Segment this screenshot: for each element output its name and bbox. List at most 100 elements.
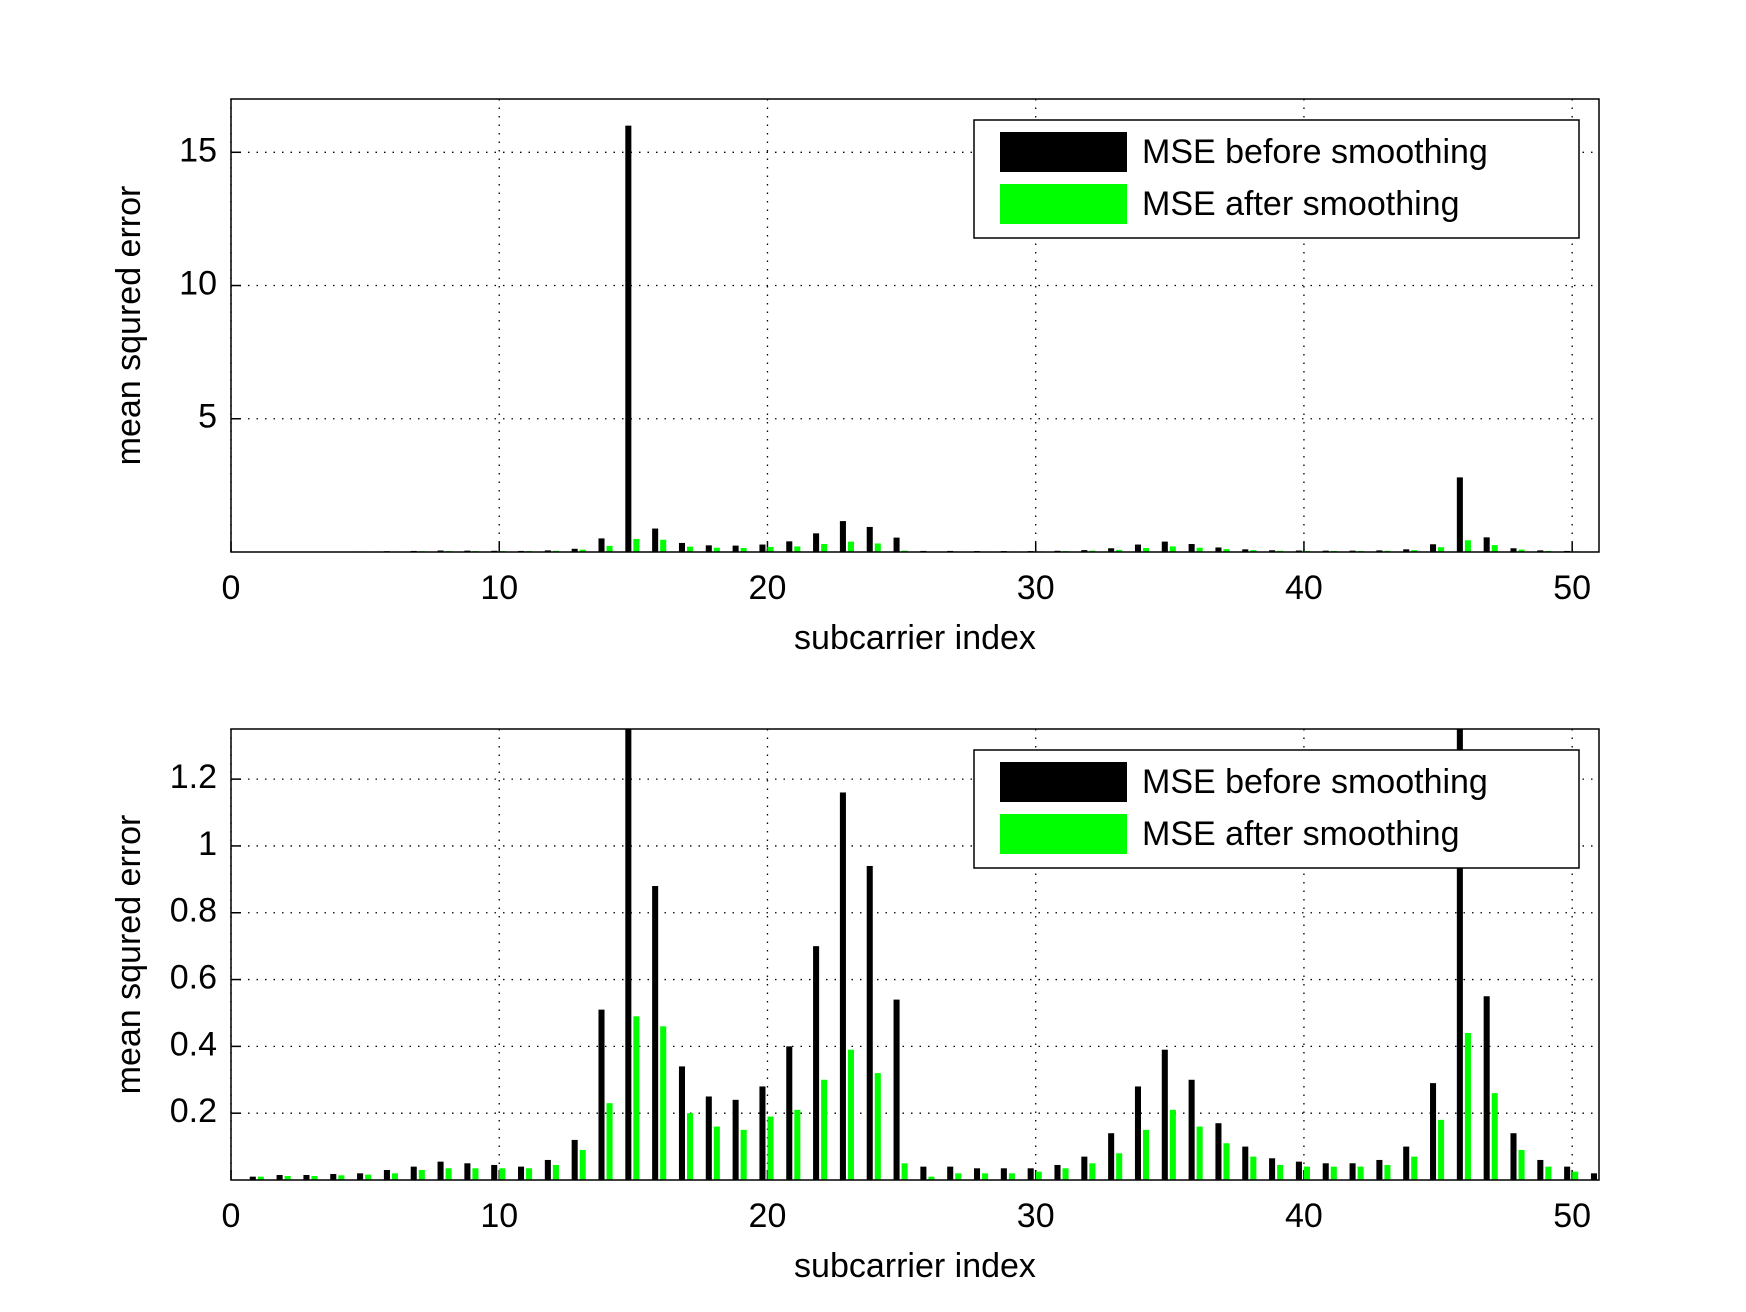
bar — [1295, 1161, 1302, 1180]
bar — [1456, 477, 1463, 552]
bar — [687, 546, 694, 552]
bar — [1384, 1164, 1391, 1180]
bar — [982, 1173, 989, 1180]
bar — [330, 1173, 337, 1180]
bar — [1572, 1171, 1579, 1180]
bar — [1161, 1049, 1168, 1180]
bar — [767, 546, 774, 552]
bar — [1143, 1129, 1150, 1180]
bar — [1169, 546, 1176, 552]
bar — [633, 1016, 640, 1180]
bar — [499, 1168, 506, 1180]
bar — [1518, 1149, 1525, 1180]
bar — [276, 1174, 283, 1180]
bar — [383, 1169, 390, 1180]
x-axis-label: subcarrier index — [794, 619, 1036, 657]
bar — [1510, 548, 1517, 552]
x-tick-label: 30 — [1017, 569, 1055, 607]
bar — [955, 1173, 962, 1180]
bar — [410, 1166, 417, 1180]
bar — [839, 521, 846, 552]
x-tick-label: 30 — [1017, 1197, 1055, 1235]
legend-swatch — [1000, 762, 1127, 802]
bar — [1376, 1159, 1383, 1180]
x-tick-label: 50 — [1553, 569, 1591, 607]
bar — [437, 1161, 444, 1180]
x-axis-label: subcarrier index — [794, 1247, 1036, 1285]
bar — [598, 1009, 605, 1180]
bar — [740, 548, 747, 552]
legend-swatch — [1000, 132, 1127, 172]
bar — [1518, 549, 1525, 552]
x-tick-label: 40 — [1285, 569, 1323, 607]
bar — [518, 1166, 525, 1180]
bar — [1215, 547, 1222, 552]
y-tick-label: 10 — [179, 265, 217, 303]
bar — [1545, 1166, 1552, 1180]
bar — [1430, 1083, 1437, 1180]
bar — [740, 1129, 747, 1180]
bar — [571, 548, 578, 552]
bar — [1000, 1168, 1007, 1180]
bar — [1008, 1173, 1015, 1180]
x-tick-label: 50 — [1553, 1197, 1591, 1235]
legend-label: MSE after smoothing — [1142, 815, 1459, 853]
bar — [625, 125, 632, 552]
y-tick-label: 1 — [198, 825, 217, 863]
y-tick-label: 0.6 — [170, 959, 217, 997]
legend-swatch — [1000, 814, 1127, 854]
bar — [1564, 1166, 1571, 1180]
x-tick-label: 20 — [749, 1197, 787, 1235]
bar — [1438, 1119, 1445, 1180]
bar — [365, 1174, 372, 1180]
bar — [544, 1159, 551, 1180]
bar — [1438, 547, 1445, 552]
bar — [391, 1173, 398, 1180]
bar — [759, 1086, 766, 1180]
legend-swatch — [1000, 184, 1127, 224]
bar — [1456, 729, 1463, 1180]
bar — [713, 547, 720, 552]
bar — [1491, 1093, 1498, 1180]
bar — [759, 544, 766, 552]
bar — [821, 1079, 828, 1180]
bar — [1027, 1168, 1034, 1180]
bar — [598, 538, 605, 552]
bar — [1590, 1173, 1597, 1180]
bar — [786, 541, 793, 552]
x-tick-label: 10 — [480, 1197, 518, 1235]
x-tick-label: 20 — [749, 569, 787, 607]
bar — [1215, 1123, 1222, 1180]
bar — [544, 550, 551, 552]
bar — [284, 1175, 291, 1180]
x-tick-label: 0 — [222, 569, 241, 607]
bar — [1134, 544, 1141, 552]
bar — [579, 549, 586, 552]
bar — [1188, 544, 1195, 552]
bar — [1116, 1153, 1123, 1180]
bar — [606, 545, 613, 552]
bar — [249, 1176, 256, 1180]
bar — [786, 1046, 793, 1180]
bar — [794, 1109, 801, 1180]
legend-label: MSE before smoothing — [1142, 763, 1488, 801]
legend: MSE before smoothing MSE after smoothing — [973, 119, 1580, 239]
bar — [947, 1166, 954, 1180]
bar — [821, 544, 828, 552]
bar — [1196, 1126, 1203, 1180]
bar — [303, 1174, 310, 1180]
legend-label: MSE after smoothing — [1142, 185, 1459, 223]
bar — [1277, 1164, 1284, 1180]
y-tick-label: 0.2 — [170, 1092, 217, 1130]
bar — [678, 1066, 685, 1180]
bar — [1330, 1166, 1337, 1180]
bar — [974, 1168, 981, 1180]
bar — [1269, 1158, 1276, 1180]
y-axis-label: mean squred error — [110, 815, 148, 1095]
bar — [1143, 548, 1150, 552]
bar — [311, 1175, 318, 1180]
bar — [1250, 1156, 1257, 1180]
bar — [1464, 1033, 1471, 1180]
bar — [1599, 1177, 1605, 1180]
bar — [357, 1173, 364, 1180]
